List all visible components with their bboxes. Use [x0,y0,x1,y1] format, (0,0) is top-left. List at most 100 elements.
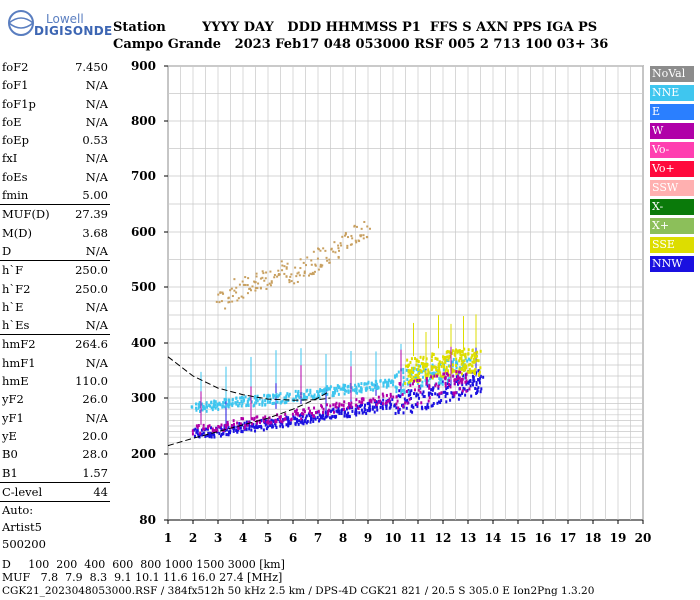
echo-point [274,423,277,427]
param-row: fmin 5.00 [0,186,112,204]
echo-point [329,387,332,391]
echo-point [222,432,225,436]
echo-point [455,378,458,382]
echo-point [467,348,470,352]
echo-point [258,402,261,406]
echo-point [368,385,371,389]
echo-point [401,388,404,392]
echo-point [456,350,459,354]
echo-point [303,409,306,413]
echo-point [459,352,462,356]
echo-point [461,366,464,370]
echo-point [402,388,405,392]
echo-point [254,401,257,405]
echo-point [319,388,322,392]
param-value: N/A [85,299,108,314]
echo-point [227,433,230,437]
echo-point [310,411,313,415]
echo-point [366,225,369,228]
echo-point [457,370,460,374]
echo-point [426,404,429,408]
echo-point [228,402,231,406]
echo-point [444,394,447,398]
echo-point [218,432,221,436]
echo-point [237,297,240,300]
x-tick-label: 14 [485,531,502,545]
echo-point [266,283,269,286]
echo-point [343,400,346,404]
echo-point [454,354,457,358]
echo-point [279,401,282,405]
echo-point [305,414,308,418]
echo-point [466,388,469,392]
echo-point [477,369,480,373]
echo-point [472,357,475,361]
echo-point [336,384,339,388]
echo-point [475,314,477,348]
echo-point [385,399,388,403]
echo-point [455,363,458,367]
legend-item: X- [650,199,694,215]
echo-point [426,384,429,388]
echo-point [471,360,474,364]
echo-point [283,401,286,405]
echo-point [312,414,315,418]
echo-point [395,373,398,377]
echo-point [199,431,202,435]
echo-point [465,389,468,393]
param-row: h`F 250.0 [0,261,112,279]
echo-point [395,387,398,391]
echo-point [227,426,230,430]
echo-point [471,349,474,353]
echo-point [444,370,447,374]
echo-point [201,405,204,409]
echo-point [267,419,270,423]
echo-point [406,401,409,405]
echo-point [251,424,254,428]
echo-point [310,263,313,266]
echo-point [353,389,356,393]
echo-point [310,273,313,276]
param-name: foF2 [2,60,29,74]
echo-point [370,381,373,385]
echo-point [420,369,423,373]
echo-point [231,402,234,406]
echo-point [331,391,334,395]
echo-point [380,402,383,406]
echo-point [474,368,477,372]
echo-point [230,287,233,290]
echo-point [469,384,472,388]
parameter-panel: foF2 7.450 foF1 N/A foF1p N/A foE N/A foEp 0.53 fx… [0,58,112,553]
echo-point [460,354,463,358]
echo-point [333,387,336,391]
echo-point [286,417,289,421]
echo-point [333,241,336,244]
echo-point [439,363,442,367]
echo-point [324,249,327,252]
y-tick-label: 800 [131,114,156,128]
echo-point [192,428,195,432]
echo-point [438,395,441,399]
echo-point [287,419,290,423]
echo-point [348,403,351,407]
param-value: N/A [85,114,108,129]
echo-series [404,314,482,385]
legend-item: W [650,123,694,139]
echo-point [338,411,341,415]
param-name: foF1 [2,78,29,93]
echo-point [251,422,254,426]
echo-point [287,394,290,398]
echo-point [407,393,410,397]
echo-point [226,423,229,427]
echo-point [359,386,362,390]
echo-point [279,415,282,419]
echo-point [401,403,404,407]
echo-point [479,366,482,370]
echo-point [272,420,275,424]
echo-point [217,293,220,296]
echo-point [381,404,384,408]
echo-point [253,396,256,400]
param-value: 1.57 [82,465,108,480]
echo-point [338,249,341,252]
